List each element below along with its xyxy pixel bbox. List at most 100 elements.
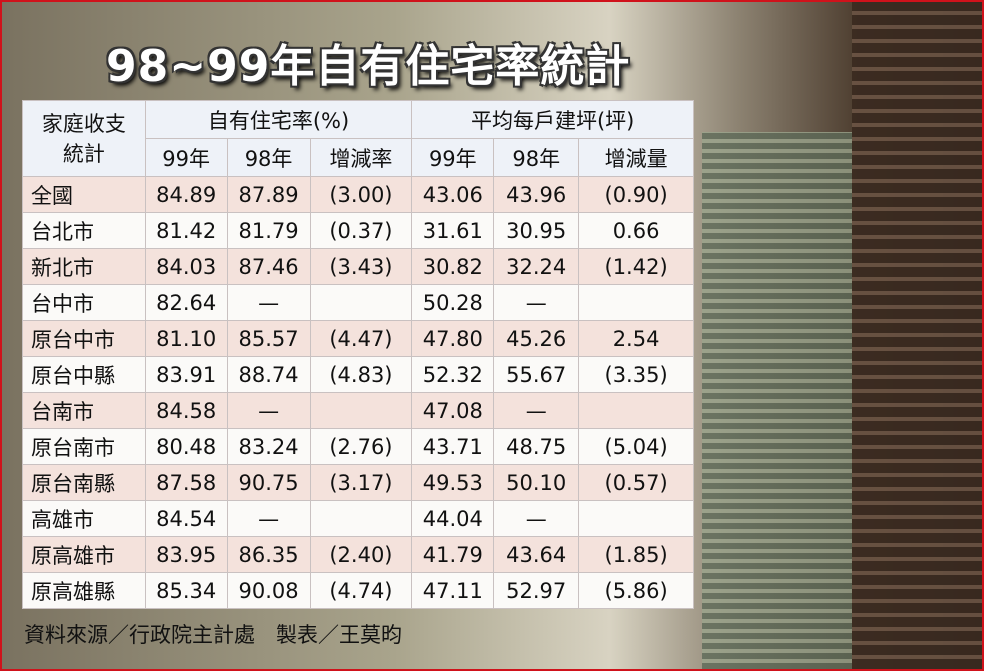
table-cell: 50.10 — [493, 464, 580, 501]
table-cell: 86.35 — [226, 536, 311, 573]
table-row: 原台中市 81.10 85.57 (4.47) 47.80 45.26 2.54 — [22, 320, 694, 357]
table-row: 台北市 81.42 81.79 (0.37) 31.61 30.95 0.66 — [22, 212, 694, 249]
table-cell: 52.97 — [493, 572, 580, 609]
table-cell: 41.79 — [411, 536, 495, 573]
table-cell: (0.37) — [309, 212, 413, 249]
table-cell: 49.53 — [411, 464, 495, 501]
table-cell: (3.35) — [578, 356, 694, 393]
table-cell: (1.85) — [578, 536, 694, 573]
table-cell: (4.74) — [309, 572, 413, 609]
row-label: 原台南縣 — [22, 464, 146, 501]
row-label: 原高雄市 — [22, 536, 146, 573]
table-cell: (3.17) — [309, 464, 413, 501]
table-row: 全國 84.89 87.89 (3.00) 43.06 43.96 (0.90) — [22, 176, 694, 213]
table-cell: 45.26 — [493, 320, 580, 357]
table-cell: 50.28 — [411, 284, 495, 321]
table-cell: 87.46 — [226, 248, 311, 285]
group-header: 平均每戶建坪(坪) — [411, 100, 694, 139]
table-cell: 43.96 — [493, 176, 580, 213]
table-cell: 87.89 — [226, 176, 311, 213]
row-label: 原高雄縣 — [22, 572, 146, 609]
table-cell — [578, 392, 694, 429]
table-cell: (1.42) — [578, 248, 694, 285]
table-cell: 43.71 — [411, 428, 495, 465]
table-cell: 90.08 — [226, 572, 311, 609]
table-cell: 84.03 — [144, 248, 228, 285]
table-cell: — — [493, 392, 580, 429]
row-label: 台南市 — [22, 392, 146, 429]
table-cell: 52.32 — [411, 356, 495, 393]
table-cell: 82.64 — [144, 284, 228, 321]
table-cell: (3.43) — [309, 248, 413, 285]
data-table: 家庭收支統計 自有住宅率(%) 平均每戶建坪(坪) 99年 98年 增減率 99年 98… — [22, 100, 694, 609]
table-cell: (5.86) — [578, 572, 694, 609]
table-row: 高雄市 84.54—44.04— — [22, 500, 694, 537]
table-cell: 43.06 — [411, 176, 495, 213]
row-label: 台中市 — [22, 284, 146, 321]
table-cell — [309, 392, 413, 429]
table-cell: 84.54 — [144, 500, 228, 537]
table-cell: 47.80 — [411, 320, 495, 357]
column-header: 增減率 — [309, 138, 413, 177]
table-row: 原高雄縣 85.34 90.08 (4.74) 47.11 52.97 (5.86) — [22, 572, 694, 609]
table-cell: 85.34 — [144, 572, 228, 609]
row-label: 高雄市 — [22, 500, 146, 537]
table-cell: 83.95 — [144, 536, 228, 573]
table-row: 原台中縣 83.91 88.74 (4.83) 52.32 55.67 (3.35) — [22, 356, 694, 393]
table-cell: 81.42 — [144, 212, 228, 249]
table-cell: — — [226, 500, 311, 537]
table-cell: (4.83) — [309, 356, 413, 393]
table-cell: 0.66 — [578, 212, 694, 249]
row-label: 原台南市 — [22, 428, 146, 465]
background-building — [702, 132, 852, 669]
table-row: 台南市 84.58—47.08— — [22, 392, 694, 429]
column-header: 98年 — [493, 138, 580, 177]
table-row: 原台南市 80.48 83.24 (2.76) 43.71 48.75 (5.04) — [22, 428, 694, 465]
table-cell: 87.58 — [144, 464, 228, 501]
table-cell: (0.90) — [578, 176, 694, 213]
row-label: 原台中縣 — [22, 356, 146, 393]
table-cell: 2.54 — [578, 320, 694, 357]
table-cell: (2.76) — [309, 428, 413, 465]
table-cell: 55.67 — [493, 356, 580, 393]
table-cell: — — [226, 284, 311, 321]
table-cell: 31.61 — [411, 212, 495, 249]
table-row: 原台南縣 87.58 90.75 (3.17) 49.53 50.10 (0.57) — [22, 464, 694, 501]
table-cell: — — [493, 284, 580, 321]
table-cell: (2.40) — [309, 536, 413, 573]
table-cell: (5.04) — [578, 428, 694, 465]
table-cell: — — [226, 392, 311, 429]
table-cell: (0.57) — [578, 464, 694, 501]
table-cell — [309, 500, 413, 537]
table-cell: 47.08 — [411, 392, 495, 429]
table-cell — [578, 284, 694, 321]
title: 98~99年自有住宅率統計 — [106, 41, 631, 92]
table-cell: 81.79 — [226, 212, 311, 249]
table-cell: 84.58 — [144, 392, 228, 429]
table-row: 原高雄市 83.95 86.35 (2.40) 41.79 43.64 (1.85) — [22, 536, 694, 573]
table-cell — [309, 284, 413, 321]
column-header: 99年 — [144, 138, 228, 177]
column-header: 99年 — [411, 138, 495, 177]
table-cell: (3.00) — [309, 176, 413, 213]
table-cell: 30.95 — [493, 212, 580, 249]
table-cell: 30.82 — [411, 248, 495, 285]
corner-header: 家庭收支統計 — [22, 100, 146, 177]
table-cell: 32.24 — [493, 248, 580, 285]
group-header: 自有住宅率(%) — [144, 100, 413, 139]
table-cell: 90.75 — [226, 464, 311, 501]
table-cell: 88.74 — [226, 356, 311, 393]
background-tower — [852, 2, 982, 669]
table-cell: 83.91 — [144, 356, 228, 393]
table-cell: 83.24 — [226, 428, 311, 465]
column-header: 增減量 — [578, 138, 694, 177]
row-label: 台北市 — [22, 212, 146, 249]
table-cell: 47.11 — [411, 572, 495, 609]
table-row: 新北市 84.03 87.46 (3.43) 30.82 32.24 (1.42) — [22, 248, 694, 285]
table-cell — [578, 500, 694, 537]
table-cell: 44.04 — [411, 500, 495, 537]
table-cell: 81.10 — [144, 320, 228, 357]
table-cell: — — [493, 500, 580, 537]
